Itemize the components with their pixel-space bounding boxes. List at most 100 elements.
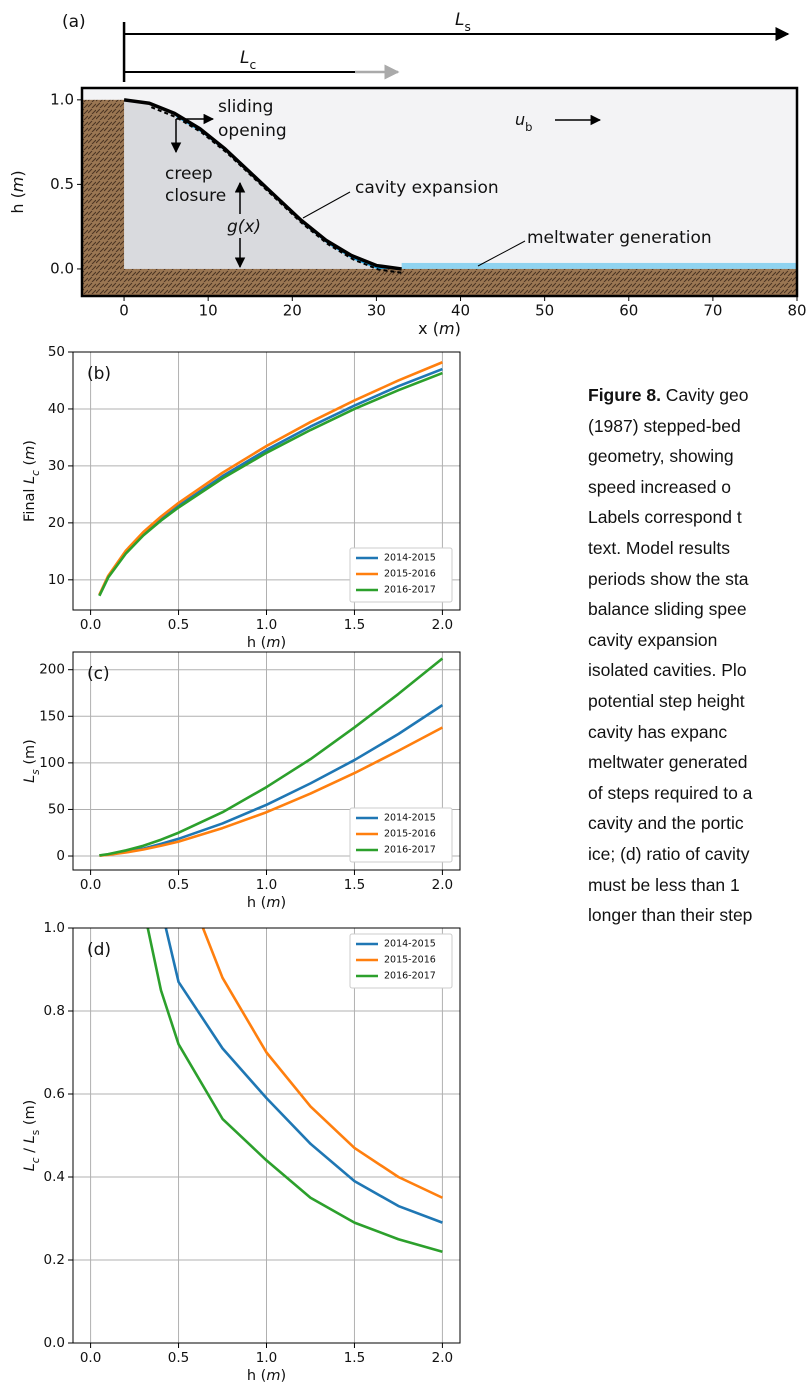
caption-line: (1987) stepped-bed — [588, 411, 810, 442]
panel-title: (d) — [87, 940, 111, 960]
text-part: h ( — [247, 895, 266, 911]
y-tick-label: 100 — [39, 755, 65, 771]
text-part: b — [525, 120, 532, 134]
text-part: ) — [280, 635, 286, 651]
y-tick-label: 50 — [48, 801, 65, 817]
panel-title: (c) — [87, 664, 110, 684]
caption-line: isolated cavities. Plo — [588, 655, 810, 686]
meltwater-leader — [477, 240, 526, 267]
y-tick-label: 10 — [48, 572, 65, 588]
caption-line: longer than their step — [588, 900, 810, 931]
x-tick-label: 80 — [787, 302, 806, 320]
x-tick-label: 1.5 — [344, 1350, 365, 1366]
caption-line: balance sliding spee — [588, 594, 810, 625]
series-line — [98, 371, 443, 597]
text-part: L — [22, 476, 38, 484]
caption-line: text. Model results — [588, 533, 810, 564]
x-tick-label: 1.0 — [256, 1350, 277, 1366]
y-axis-label: h (m) — [8, 170, 27, 213]
text-part: s — [30, 769, 42, 775]
caption-line: Figure 8. Cavity geo — [588, 380, 810, 411]
sliding-label: sliding — [218, 97, 273, 117]
caption-text: meltwater generated — [588, 752, 748, 773]
y-axis-label: Final Lc (m) — [22, 440, 42, 522]
legend-box — [349, 547, 453, 603]
y-tick-label: 0 — [56, 848, 65, 864]
caption-text: ice; (d) ratio of cavity — [588, 843, 750, 864]
series-line — [123, 98, 402, 271]
caption-line: Labels correspond t — [588, 502, 810, 533]
y-axis-label: Ls (m) — [22, 739, 42, 783]
sliding-label: opening — [218, 121, 287, 141]
gap-label-bg — [222, 214, 266, 238]
series-line — [146, 928, 443, 1253]
x-tick-label: 1.5 — [344, 877, 365, 893]
y-tick-label: 0.5 — [50, 175, 74, 193]
panel-title: (a) — [62, 12, 86, 32]
text-part: h ( — [247, 1368, 266, 1384]
legend-label: 2014-2015 — [384, 553, 436, 564]
x-tick-label: 40 — [451, 302, 470, 320]
series-line — [164, 928, 443, 1224]
y-axis-label: Lc / Ls (m) — [22, 1100, 42, 1172]
caption-text: (1987) stepped-bed — [588, 415, 741, 436]
series-line — [99, 657, 444, 857]
text-part: m — [22, 446, 38, 460]
caption-text: geometry, showing — [588, 446, 734, 467]
legend-label: 2014-2015 — [384, 939, 436, 950]
x-tick-label: 0.5 — [168, 617, 189, 633]
text-part: L — [22, 1163, 38, 1171]
text-part: c — [30, 470, 42, 476]
x-tick-label: 2.0 — [432, 617, 453, 633]
x-tick-label: 1.0 — [256, 877, 277, 893]
plot-area — [82, 98, 797, 296]
series-line — [201, 928, 443, 1199]
text-part: m — [266, 1368, 280, 1384]
y-tick-label: 30 — [48, 458, 65, 474]
cavity-label: cavity expansion — [355, 178, 499, 198]
y-tick-label: 0.2 — [44, 1252, 65, 1268]
y-tick-label: 1.0 — [44, 920, 65, 936]
text-part: s — [30, 1130, 42, 1135]
text-part: x ( — [418, 319, 439, 338]
text-part: L — [455, 10, 464, 30]
text-part: h ( — [8, 192, 27, 213]
y-tick-label: 20 — [48, 515, 65, 531]
text-part: m — [439, 319, 455, 338]
legend-box — [349, 933, 453, 989]
caption-line: geometry, showing — [588, 441, 810, 472]
caption-line: of steps required to a — [588, 778, 810, 809]
x-tick-label: 70 — [703, 302, 722, 320]
legend-box — [349, 807, 453, 863]
caption-line: meltwater generated — [588, 747, 810, 778]
x-tick-label: 0.5 — [168, 1350, 189, 1366]
caption-line: speed increased o — [588, 472, 810, 503]
x-axis-label: h (m) — [247, 635, 286, 651]
text-part: ) — [8, 170, 27, 176]
y-tick-label: 0.8 — [44, 1003, 65, 1019]
y-tick-label: 1.0 — [50, 90, 74, 108]
caption-text: Cavity geo — [660, 385, 749, 405]
text-part: (m) — [22, 739, 38, 769]
x-tick-label: 60 — [619, 302, 638, 320]
text-part: L — [22, 775, 38, 783]
text-part: ) — [455, 319, 461, 338]
text-part: L — [22, 1135, 38, 1143]
series-line — [98, 361, 443, 596]
plot-frame — [80, 86, 799, 298]
text-part: Final — [22, 484, 38, 522]
x-tick-label: 0 — [119, 302, 129, 320]
y-tick-label: 150 — [39, 708, 65, 724]
y-tick-label: 200 — [39, 662, 65, 678]
text-part: (m) — [22, 1100, 38, 1130]
text-part: m — [266, 635, 280, 651]
y-tick-label: 0.0 — [50, 259, 74, 277]
x-tick-label: 2.0 — [432, 877, 453, 893]
y-tick-label: 0.4 — [44, 1169, 65, 1185]
text-part: L — [240, 48, 249, 68]
caption-line: cavity and the portic — [588, 808, 810, 839]
y-tick-label: 40 — [48, 401, 65, 417]
caption-text: Labels correspond t — [588, 507, 742, 528]
